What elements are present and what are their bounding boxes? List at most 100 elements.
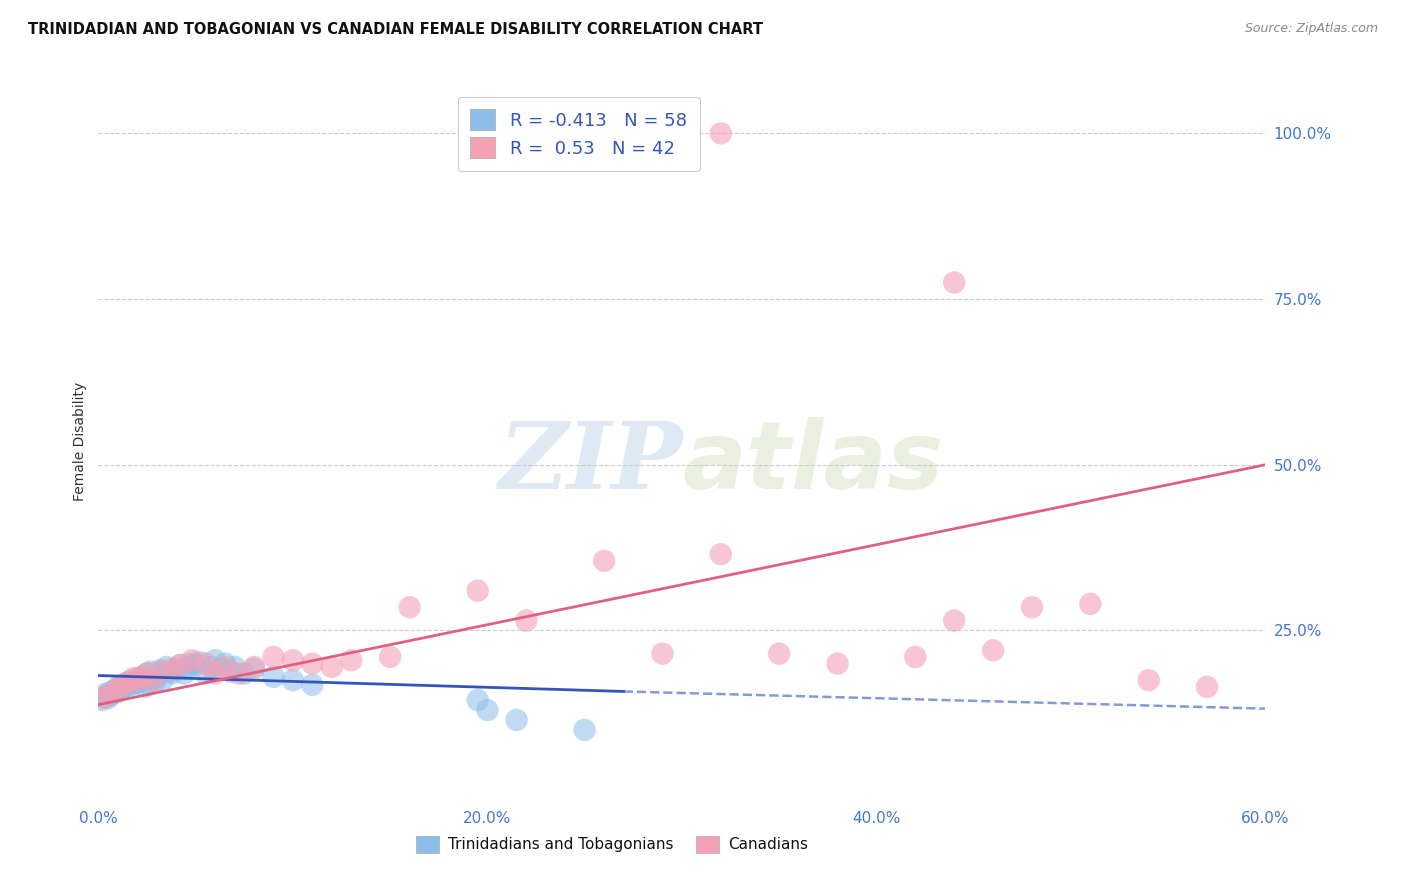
Point <box>117 675 139 690</box>
Point <box>134 680 156 694</box>
Point <box>467 693 489 707</box>
Point <box>281 653 304 667</box>
Point <box>380 650 402 665</box>
Point <box>124 676 146 690</box>
Point <box>103 686 125 700</box>
Point <box>165 662 187 676</box>
Point <box>262 670 284 684</box>
Point <box>139 665 162 679</box>
Point <box>651 647 673 661</box>
Point <box>122 673 145 688</box>
Point <box>204 666 226 681</box>
Point <box>301 678 323 692</box>
Point <box>142 673 165 688</box>
Point <box>149 665 172 679</box>
Point <box>162 662 184 676</box>
Point <box>148 666 170 681</box>
Text: atlas: atlas <box>682 417 943 509</box>
Point <box>194 666 217 681</box>
Point <box>142 673 165 688</box>
Point <box>155 660 177 674</box>
Point <box>943 276 966 290</box>
Point <box>1195 680 1218 694</box>
Point <box>149 663 172 677</box>
Point <box>340 653 363 667</box>
Point <box>146 670 169 684</box>
Point <box>200 660 222 674</box>
Point <box>180 657 202 671</box>
Point <box>574 723 596 737</box>
Point <box>169 657 191 672</box>
Text: Source: ZipAtlas.com: Source: ZipAtlas.com <box>1244 22 1378 36</box>
Point <box>132 670 155 684</box>
Point <box>96 686 118 700</box>
Point <box>118 675 141 690</box>
Point <box>138 676 160 690</box>
Point <box>121 678 143 692</box>
Point <box>101 684 124 698</box>
Point <box>91 693 114 707</box>
Point <box>467 583 489 598</box>
Point <box>768 647 790 661</box>
Point <box>301 657 323 671</box>
Point <box>98 686 121 700</box>
Point <box>505 713 527 727</box>
Point <box>904 650 927 665</box>
Point <box>169 657 191 672</box>
Point <box>129 673 152 688</box>
Point <box>180 653 202 667</box>
Point <box>710 126 733 140</box>
Point <box>111 678 134 692</box>
Point <box>194 657 217 671</box>
Point <box>262 650 284 665</box>
Point <box>398 600 420 615</box>
Point <box>107 680 129 694</box>
Point <box>122 671 145 685</box>
Point <box>98 689 121 703</box>
Point <box>214 660 236 674</box>
Point <box>515 614 537 628</box>
Point <box>204 653 226 667</box>
Y-axis label: Female Disability: Female Disability <box>73 382 87 501</box>
Point <box>128 675 150 690</box>
Point <box>108 684 131 698</box>
Point <box>107 681 129 696</box>
Legend: Trinidadians and Tobagonians, Canadians: Trinidadians and Tobagonians, Canadians <box>408 829 815 860</box>
Point <box>1021 600 1043 615</box>
Point <box>177 660 200 674</box>
Text: ZIP: ZIP <box>498 418 682 508</box>
Point <box>143 675 166 690</box>
Point <box>593 554 616 568</box>
Point <box>214 657 236 671</box>
Point <box>112 678 135 692</box>
Point <box>188 655 211 669</box>
Point <box>981 643 1004 657</box>
Point <box>1080 597 1102 611</box>
Point <box>129 670 152 684</box>
Point <box>93 690 115 704</box>
Point <box>209 662 232 676</box>
Point <box>173 666 195 681</box>
Point <box>159 665 181 679</box>
Point <box>1137 673 1160 688</box>
Point <box>233 666 256 681</box>
Point <box>827 657 849 671</box>
Point <box>281 673 304 688</box>
Point <box>93 691 115 706</box>
Point <box>136 666 159 681</box>
Point <box>219 665 242 679</box>
Point <box>243 660 266 674</box>
Point <box>104 683 127 698</box>
Point <box>943 614 966 628</box>
Point <box>111 681 134 696</box>
Point <box>184 657 207 672</box>
Point <box>228 666 250 681</box>
Point <box>321 660 343 674</box>
Point <box>97 691 120 706</box>
Point <box>114 676 136 690</box>
Point <box>127 671 149 685</box>
Point <box>477 703 499 717</box>
Point <box>224 660 246 674</box>
Text: TRINIDADIAN AND TOBAGONIAN VS CANADIAN FEMALE DISABILITY CORRELATION CHART: TRINIDADIAN AND TOBAGONIAN VS CANADIAN F… <box>28 22 763 37</box>
Point <box>117 680 139 694</box>
